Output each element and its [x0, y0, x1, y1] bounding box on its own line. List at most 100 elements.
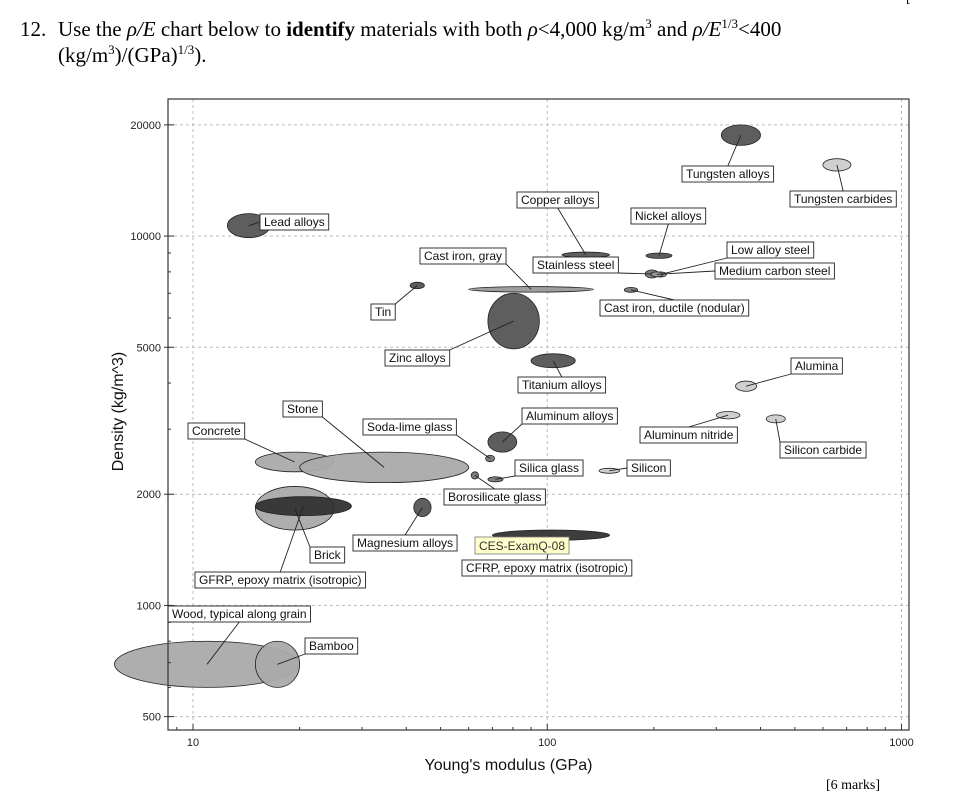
label-cast-iron-gray: Cast iron, gray [424, 249, 502, 263]
label-box-stone [282, 400, 323, 418]
label-brick: Brick [314, 548, 342, 562]
material-bubbles [114, 124, 852, 688]
label-lead-alloys: Lead alloys [264, 215, 325, 229]
marks-top-right: [ [906, 0, 911, 7]
label-box-cast-iron-ductile-nodular [599, 299, 750, 317]
leader-tin [394, 285, 418, 305]
x-axis-label: Young's modulus (GPa) [425, 757, 593, 774]
label-box-gfrp-epoxy-matrix-isotropic [194, 571, 366, 589]
label-borosilicate-glass: Borosilicate glass [448, 490, 541, 504]
label-medium-carbon-steel: Medium carbon steel [719, 264, 830, 278]
leader-silicon [609, 467, 628, 472]
leader-silica-glass [495, 475, 516, 480]
label-box-copper-alloys [516, 191, 599, 209]
leader-lines [206, 134, 844, 665]
label-box-magnesium-alloys [352, 534, 458, 552]
y-axis-label: Density (kg/m^3) [110, 352, 127, 472]
y-tick-label: 5000 [137, 342, 161, 354]
y-tick-label: 500 [143, 712, 161, 724]
question-number: 12. [20, 17, 47, 41]
label-low-alloy-steel: Low alloy steel [731, 243, 810, 257]
leader-zinc-alloys [449, 320, 514, 351]
bubble-cast-iron-ductile-nodular [623, 286, 639, 293]
label-box-concrete [187, 422, 246, 440]
plot-frame [167, 98, 910, 731]
label-stainless-steel: Stainless steel [537, 258, 614, 272]
y-tick-label: 10000 [130, 231, 161, 243]
label-stone: Stone [287, 402, 319, 416]
leader-lead-alloys [248, 221, 261, 227]
label-box-bamboo [304, 637, 359, 655]
leader-low-alloy-steel [660, 257, 728, 275]
x-tick-label: 10 [187, 737, 199, 749]
label-soda-lime-glass: Soda-lime glass [367, 420, 452, 434]
leader-cast-iron-ductile-nodular [630, 289, 675, 301]
leader-bamboo [277, 653, 306, 665]
axes: 10 100 1000 500 1000 2000 5000 10000 20000 Young'… [110, 98, 914, 774]
label-concrete: Concrete [192, 424, 241, 438]
leader-medium-carbon-steel [656, 270, 716, 275]
label-box-aluminum-alloys [521, 407, 618, 425]
label-box-silicon-carbide [779, 441, 867, 459]
label-bamboo: Bamboo [309, 639, 354, 653]
leader-soda-lime-glass [456, 434, 491, 459]
label-gfrp-epoxy-matrix-isotropic: GFRP, epoxy matrix (isotropic) [199, 573, 362, 587]
label-wood-typical-along-grain: Wood, typical along grain [172, 607, 307, 621]
label-box-stainless-steel [532, 256, 619, 274]
leader-tungsten-alloys [727, 134, 742, 167]
label-cast-iron-ductile-nodular: Cast iron, ductile (nodular) [604, 301, 745, 315]
label-tin: Tin [375, 305, 391, 319]
leader-brick [294, 508, 311, 548]
label-box-soda-lime-glass [362, 418, 457, 436]
label-box-silicon [626, 459, 671, 477]
label-box-tungsten-carbides [789, 190, 897, 208]
label-box-silica-glass [514, 459, 584, 477]
label-aluminum-nitride: Aluminum nitride [644, 428, 734, 442]
label-box-tin [370, 303, 396, 321]
question-units: (kg/m3)/(GPa)1/3). [58, 42, 207, 67]
label-box-titanium-alloys [517, 376, 607, 394]
label-box-cfrp-epoxy-matrix-isotropic [461, 559, 633, 577]
label-cfrp-epoxy-matrix-isotropic: CFRP, epoxy matrix (isotropic) [466, 561, 628, 575]
question-verb: identify [286, 17, 356, 41]
leader-titanium-alloys [552, 360, 563, 378]
y-tick-label: 2000 [137, 489, 161, 501]
leader-alumina [745, 373, 792, 387]
label-box-low-alloy-steel [726, 241, 815, 259]
label-zinc-alloys: Zinc alloys [389, 351, 446, 365]
y-tick-label: 20000 [130, 120, 161, 132]
bubble-bamboo [254, 640, 301, 688]
leader-magnesium-alloys [404, 507, 423, 536]
label-aluminum-alloys: Aluminum alloys [526, 409, 613, 423]
x-tick-label: 1000 [889, 737, 913, 749]
watermark-box [474, 536, 570, 555]
label-box-lead-alloys [259, 213, 330, 231]
leader-stainless-steel [618, 272, 652, 275]
leader-aluminum-nitride [688, 414, 729, 428]
label-box-tungsten-alloys [681, 165, 775, 183]
leader-stone [322, 416, 385, 468]
label-box-aluminum-nitride [639, 426, 738, 444]
leader-copper-alloys [557, 207, 587, 256]
leader-concrete [244, 438, 295, 463]
label-alumina: Alumina [795, 359, 839, 373]
label-silicon-carbide: Silicon carbide [784, 443, 862, 457]
label-tungsten-alloys: Tungsten alloys [686, 167, 770, 181]
x-tick-label: 100 [538, 737, 556, 749]
leader-aluminum-alloys [502, 423, 523, 443]
label-box-alumina [790, 357, 843, 375]
label-box-zinc-alloys [384, 349, 451, 367]
material-labels: Tungsten alloys Tungsten carbides Lead all… [167, 165, 897, 655]
watermark-text: CES-ExamQ-08 [479, 539, 565, 553]
label-silica-glass: Silica glass [519, 461, 579, 475]
leader-tungsten-carbides [836, 164, 844, 192]
label-box-borosilicate-glass [443, 488, 546, 506]
label-tungsten-carbides: Tungsten carbides [794, 192, 892, 206]
leader-silicon-carbide [775, 418, 781, 443]
label-box-cast-iron-gray [419, 247, 507, 265]
label-copper-alloys: Copper alloys [521, 193, 594, 207]
label-nickel-alloys: Nickel alloys [635, 209, 702, 223]
leader-wood-typical-along-grain [206, 621, 240, 665]
leader-gfrp-epoxy-matrix-isotropic [279, 506, 304, 573]
